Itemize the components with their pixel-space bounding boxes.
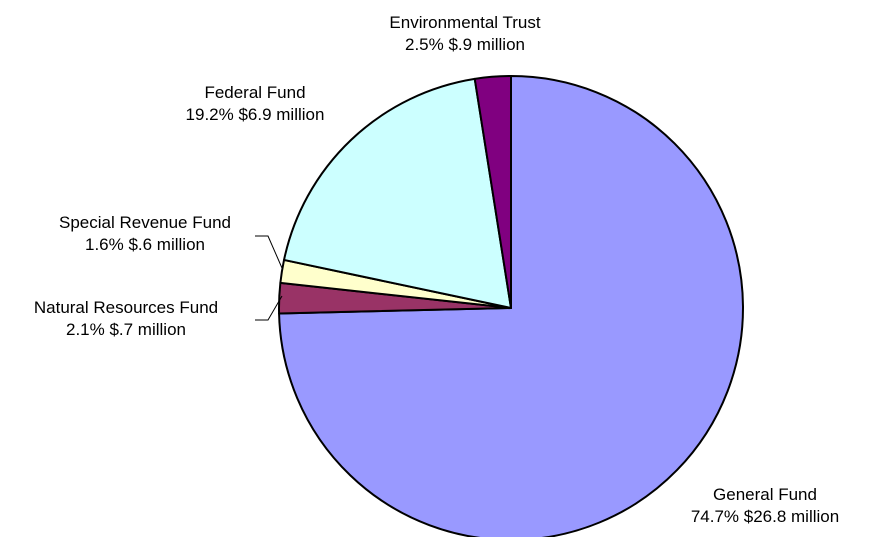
pie-slice-environmental-trust (473, 75, 512, 309)
slice-name: Natural Resources Fund (33, 298, 219, 317)
pie-slice-federal-fund (283, 77, 512, 309)
slice-value: 19.2% $6.9 million (185, 105, 325, 124)
slice-value: 1.6% $.6 million (84, 235, 205, 254)
leader-line-special-revenue (255, 235, 283, 269)
leader-line-natural-resources (255, 295, 283, 321)
label-general-fund: General Fund 74.7% $26.8 million (660, 484, 870, 528)
label-natural-resources-fund: Natural Resources Fund 2.1% $.7 million (0, 297, 252, 341)
label-federal-fund: Federal Fund 19.2% $6.9 million (150, 82, 360, 126)
slice-name: Special Revenue Fund (58, 213, 231, 232)
slice-value: 74.7% $26.8 million (690, 507, 840, 526)
slice-name: Environmental Trust (389, 13, 541, 32)
slice-name: General Fund (713, 485, 817, 504)
pie-slices (278, 75, 744, 537)
slice-name: Federal Fund (204, 83, 306, 102)
slice-value: 2.1% $.7 million (65, 320, 186, 339)
slice-value: 2.5% $.9 million (404, 35, 525, 54)
label-environmental-trust: Environmental Trust 2.5% $.9 million (345, 12, 585, 56)
leader-lines (255, 235, 283, 321)
label-special-revenue-fund: Special Revenue Fund 1.6% $.6 million (25, 212, 265, 256)
